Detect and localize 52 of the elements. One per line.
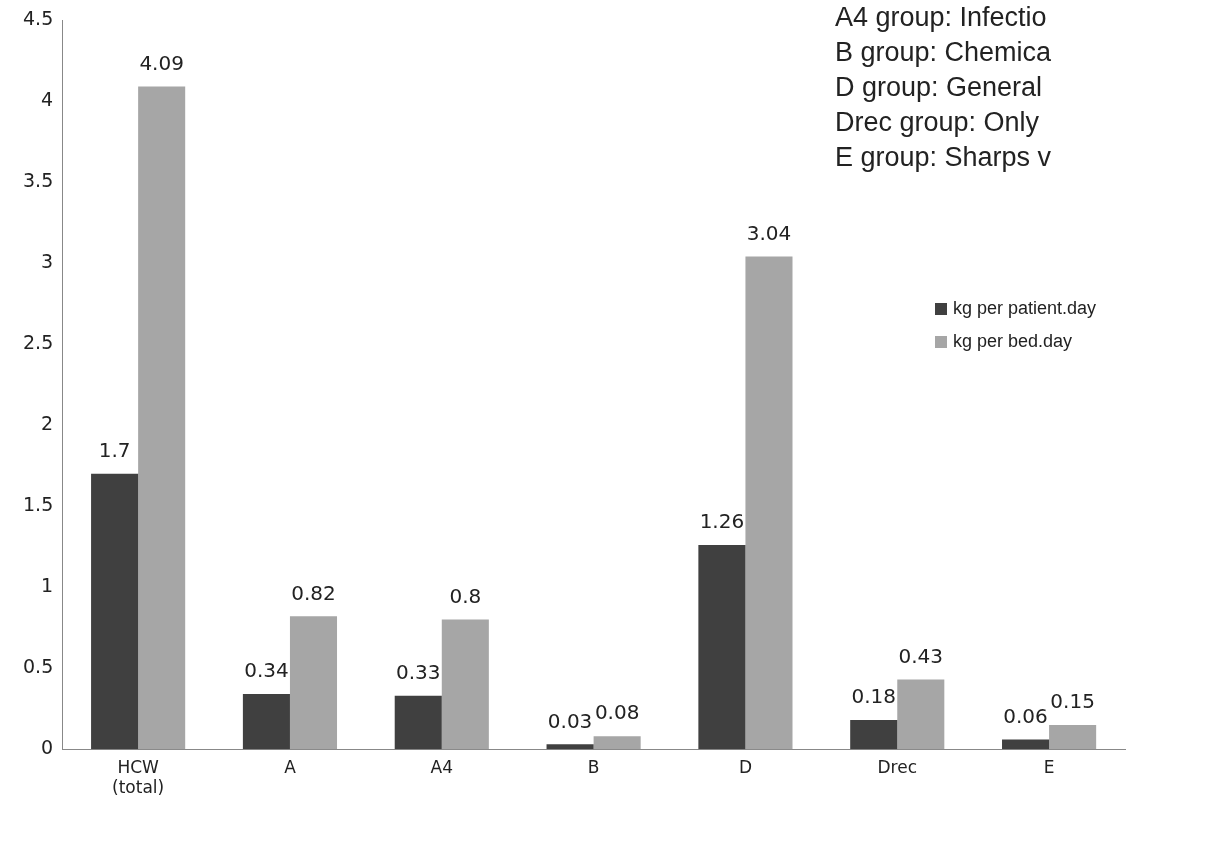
data-label: 0.34 bbox=[244, 658, 289, 683]
bar bbox=[91, 473, 139, 750]
x-tick-label: A bbox=[284, 756, 297, 777]
data-label: 0.08 bbox=[594, 700, 640, 725]
x-tick-label: E bbox=[1043, 756, 1055, 777]
y-tick-label: 0.5 bbox=[23, 655, 54, 678]
x-tick-label: B bbox=[587, 756, 600, 777]
x-tick-label: A4 bbox=[430, 756, 454, 777]
bar bbox=[546, 744, 594, 750]
y-tick-label: 1.5 bbox=[23, 493, 54, 516]
data-label: 0.18 bbox=[851, 684, 896, 709]
bar bbox=[593, 736, 641, 750]
data-label: 4.09 bbox=[139, 50, 184, 75]
data-label: 0.06 bbox=[1003, 703, 1048, 728]
bar bbox=[441, 619, 489, 750]
data-label: 1.26 bbox=[699, 509, 745, 534]
y-tick-label: 2 bbox=[41, 412, 54, 435]
y-tick-label: 4.5 bbox=[23, 6, 54, 29]
data-label: 1.7 bbox=[98, 437, 131, 462]
data-label: 0.03 bbox=[547, 708, 593, 733]
x-tick-label: HCW (total) bbox=[112, 756, 165, 798]
y-tick-label: 3 bbox=[41, 250, 54, 272]
bar bbox=[1049, 724, 1097, 750]
y-tick-label: 4 bbox=[41, 87, 54, 110]
y-tick-label: 3.5 bbox=[23, 168, 54, 191]
y-tick-label: 1 bbox=[41, 574, 54, 597]
bar bbox=[242, 694, 290, 750]
annotation: B group: Chemica bbox=[835, 36, 1052, 69]
x-tick-label: Drec bbox=[877, 756, 918, 777]
data-label: 0.82 bbox=[291, 580, 336, 605]
bar bbox=[897, 679, 945, 750]
annotation: A4 group: Infectio bbox=[835, 1, 1048, 34]
bar bbox=[138, 86, 186, 750]
data-label: 3.04 bbox=[746, 220, 792, 245]
bar bbox=[745, 256, 793, 750]
annotation: D group: General bbox=[835, 71, 1044, 104]
bar bbox=[289, 616, 338, 750]
y-tick-label: 2.5 bbox=[23, 331, 54, 354]
legend-label: kg per patient.day bbox=[953, 298, 1097, 319]
bar bbox=[394, 695, 442, 750]
bar bbox=[698, 545, 746, 750]
bar bbox=[1002, 739, 1050, 750]
legend-label: kg per bed.day bbox=[953, 331, 1073, 352]
annotation: Drec group: Only bbox=[835, 106, 1041, 139]
data-label: 0.15 bbox=[1050, 689, 1095, 714]
y-tick-label: 0 bbox=[41, 736, 54, 759]
data-label: 0.8 bbox=[449, 583, 482, 608]
bar bbox=[850, 720, 898, 750]
x-tick-label: D bbox=[738, 756, 752, 777]
annotation: E group: Sharps v bbox=[835, 141, 1052, 174]
data-label: 0.43 bbox=[898, 643, 944, 668]
data-label: 0.33 bbox=[395, 659, 441, 684]
